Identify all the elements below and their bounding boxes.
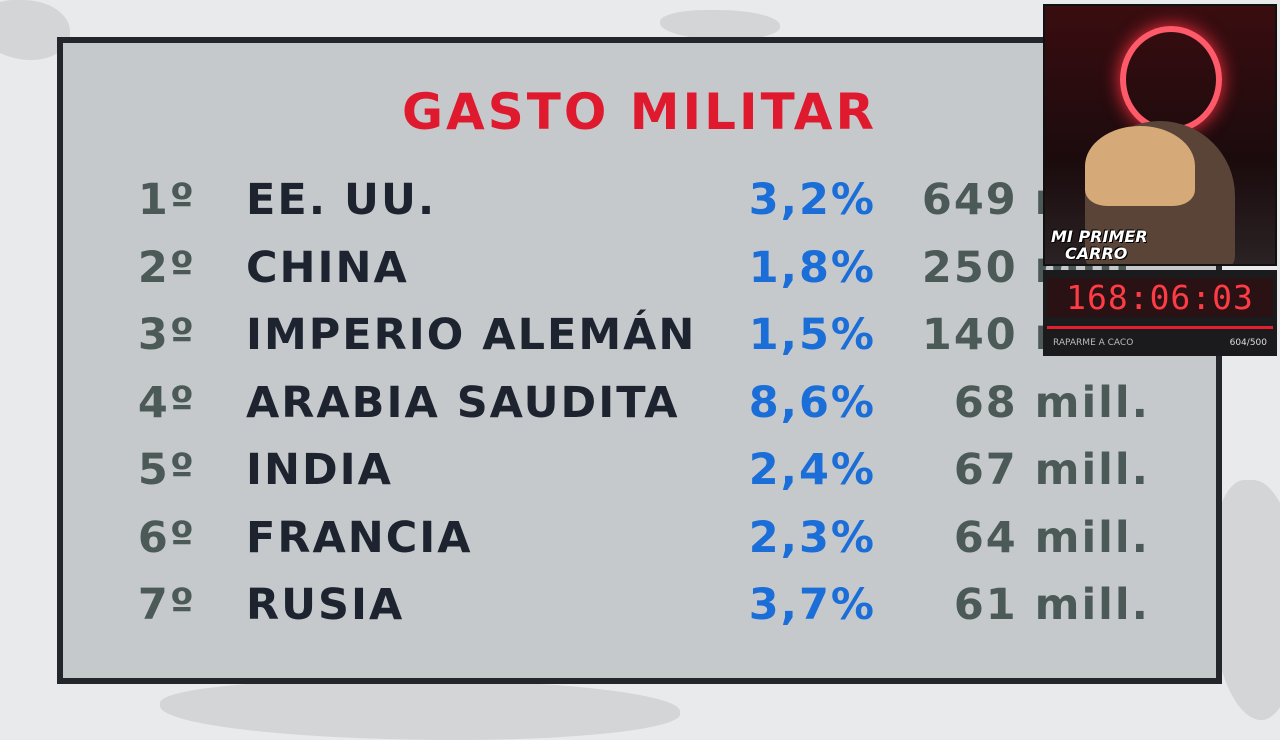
goal-count: 604/500: [1229, 338, 1267, 348]
table-row: 5º INDIA 2,4% 67 mill.: [63, 445, 1216, 505]
banner-line: MI PRIMER: [1051, 227, 1148, 246]
cell-share: 3,2%: [748, 175, 876, 225]
cell-share: 8,6%: [748, 377, 876, 428]
cell-country: ARABIA SAUDITA: [246, 377, 680, 428]
goal-label: RAPARME A CACO: [1053, 338, 1134, 348]
cell-rank: 4º: [137, 377, 196, 428]
cell-country: RUSIA: [246, 580, 405, 630]
banner-line: CARRO: [1065, 244, 1128, 263]
table-row: 4º ARABIA SAUDITA 8,6% 68 mill.: [63, 378, 1216, 438]
title: GASTO MILITAR: [401, 83, 877, 141]
cell-spend: 64 mill.: [953, 512, 1150, 563]
cell-country: CHINA: [246, 242, 409, 293]
cell-rank: 5º: [137, 445, 196, 495]
table-row: 6º FRANCIA 2,3% 64 mill.: [63, 513, 1216, 573]
cell-country: FRANCIA: [246, 512, 473, 563]
webcam: MI PRIMER CARRO: [1043, 4, 1277, 266]
cell-country: INDIA: [246, 445, 393, 495]
cell-country: EE. UU.: [246, 175, 437, 225]
cell-rank: 1º: [137, 175, 196, 225]
cell-rank: 2º: [137, 242, 196, 293]
cell-share: 2,3%: [748, 512, 876, 563]
map-shape: [660, 10, 780, 40]
map-shape: [160, 680, 680, 740]
cell-spend: 68 mill.: [953, 377, 1150, 428]
cell-share: 3,7%: [748, 580, 876, 630]
timer-widget: 168:06:03 RAPARME A CACO 604/500: [1043, 270, 1277, 356]
table-row: 3º IMPERIO ALEMÁN 1,5% 140 mill.: [63, 310, 1216, 370]
timer: 168:06:03: [1047, 278, 1273, 317]
banner: MI PRIMER CARRO: [1051, 228, 1148, 262]
cap: [1085, 126, 1195, 206]
neon-logo: [1120, 26, 1222, 133]
cell-share: 2,4%: [748, 445, 876, 495]
cell-spend: 61 mill.: [953, 580, 1150, 630]
table-panel: GASTO MILITAR 1º EE. UU. 3,2% 649 mill. 2º CH…: [57, 37, 1222, 684]
cell-rank: 7º: [137, 580, 196, 630]
cell-rank: 3º: [137, 310, 196, 360]
cell-country: IMPERIO ALEMÁN: [246, 310, 697, 360]
table-row: 7º RUSIA 3,7% 61 mill.: [63, 580, 1216, 640]
cell-spend: 67 mill.: [953, 445, 1150, 495]
cell-share: 1,5%: [748, 310, 876, 360]
cell-share: 1,8%: [748, 242, 876, 293]
cell-rank: 6º: [137, 512, 196, 563]
progress-bar: [1047, 326, 1273, 329]
